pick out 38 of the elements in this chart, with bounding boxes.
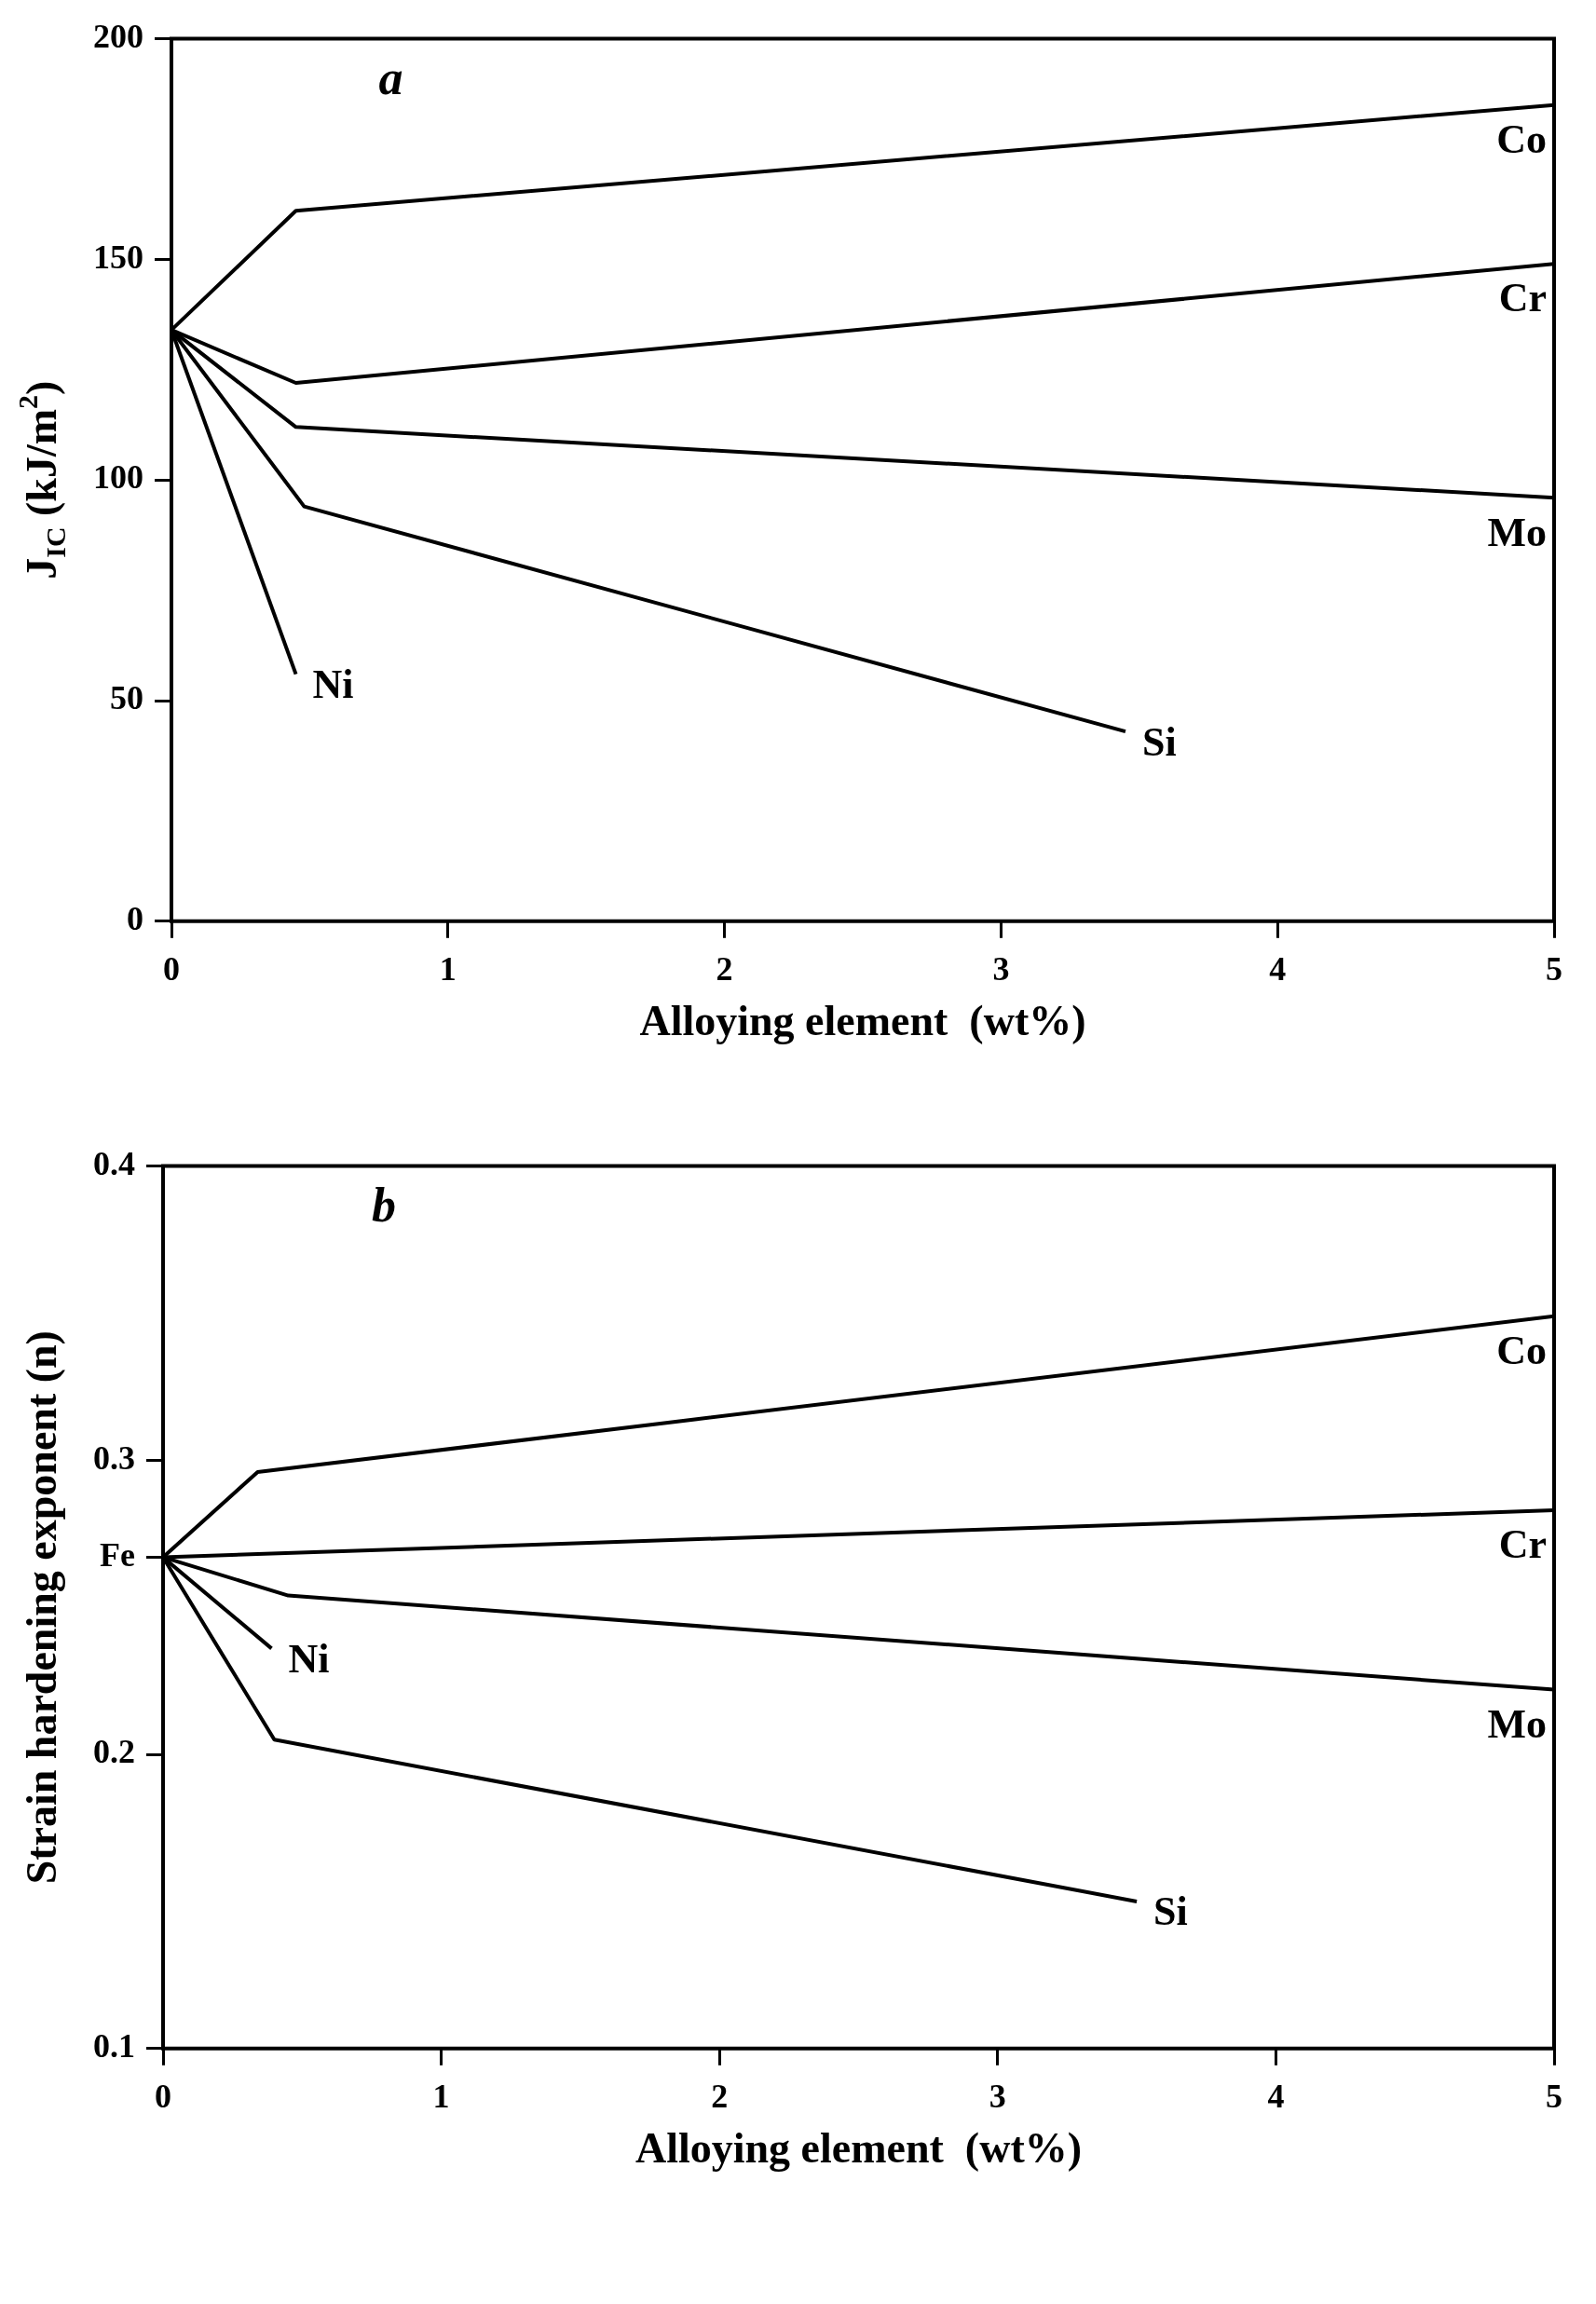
x-tick-label: 2 [711,2077,729,2115]
y-tick-label: 200 [93,17,143,55]
series-label: Ni [288,1635,330,1682]
x-tick-label: 4 [1269,949,1287,988]
x-tick-label: 3 [992,949,1010,988]
x-tick-label: 3 [989,2077,1006,2115]
x-tick-label: 1 [432,2077,450,2115]
y-tick-label: 0.3 [93,1438,135,1477]
y-tick-label: Fe [100,1535,136,1574]
series-label: Cr [1498,275,1547,321]
chart-title: b [371,1179,396,1233]
x-tick-label: 0 [155,2077,171,2115]
series-label: Si [1141,718,1177,765]
y-axis-title: Strain hardening exponent (n) [17,1330,65,1885]
x-tick-label: 0 [163,949,180,988]
y-tick-label: 0 [127,900,143,938]
series-label: Co [1496,116,1547,162]
series-label: Si [1153,1888,1188,1935]
series-label: Cr [1498,1521,1547,1568]
series-label: Co [1496,1327,1547,1373]
x-tick-label: 4 [1267,2077,1285,2115]
x-tick-label: 1 [439,949,457,988]
x-axis-title: Alloying element (wt%) [639,996,1086,1044]
x-tick-label: 5 [1546,949,1562,988]
y-tick-label: 0.2 [93,1733,135,1771]
y-tick-label: 150 [93,238,143,276]
series-label: Mo [1487,509,1547,555]
y-axis-title: JIC (kJ/m2) [11,380,71,579]
series-label: Mo [1487,1700,1547,1747]
y-tick-label: 0.1 [93,2027,135,2065]
y-tick-label: 0.4 [93,1144,135,1182]
y-tick-label: 50 [110,679,143,717]
chart-title: a [378,51,403,105]
y-tick-label: 100 [93,458,143,497]
x-axis-title: Alloying element (wt%) [634,2123,1083,2172]
series-label: Ni [312,661,354,707]
x-tick-label: 2 [716,949,733,988]
x-tick-label: 5 [1546,2077,1562,2115]
